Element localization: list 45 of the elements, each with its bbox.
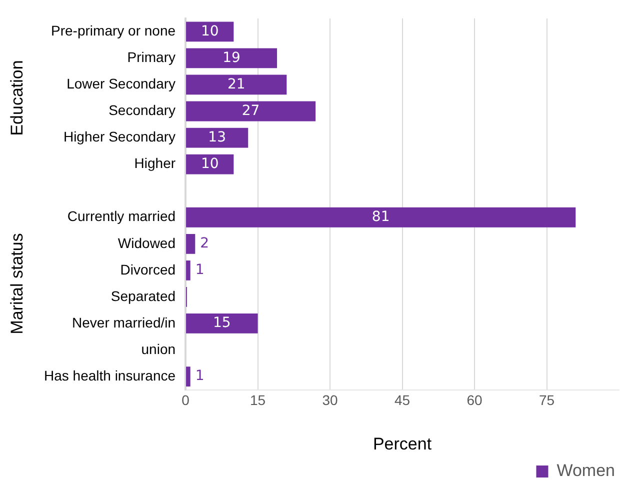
y-tick-label: Currently married	[67, 208, 176, 224]
text: Education	[8, 60, 27, 136]
data-label: 27	[242, 102, 260, 119]
data-label: 19	[222, 50, 240, 66]
bar	[186, 260, 190, 280]
x-tick-label: 45	[394, 392, 410, 408]
y-tick-label: Secondary	[108, 102, 176, 118]
data-label: 1	[195, 368, 204, 384]
y-tick-label: Higher	[134, 155, 176, 172]
text: Marital status	[8, 233, 27, 334]
x-axis-title: Percent	[372, 434, 432, 454]
legend-label: Women	[556, 461, 615, 480]
y-tick-label: Lower Secondary	[66, 76, 176, 92]
x-tick-label: 75	[538, 392, 555, 408]
bar	[186, 101, 316, 122]
data-label: 2	[200, 236, 210, 252]
bar	[186, 48, 278, 68]
bar	[186, 366, 190, 386]
bar	[186, 128, 248, 148]
data-label: 15	[212, 315, 231, 332]
y-tick-label: Pre-primary or none	[51, 22, 176, 39]
y-tick-label: union	[141, 340, 176, 357]
x-tick-label: 0	[182, 392, 190, 408]
bar	[186, 22, 234, 42]
data-label: 10	[200, 156, 219, 172]
bar	[186, 234, 196, 254]
x-tick-label: 60	[466, 392, 483, 408]
data-label: 21	[227, 76, 246, 92]
data-label: 10	[200, 23, 219, 40]
bar	[186, 314, 258, 334]
y-tick-label: Higher Secondary	[63, 128, 176, 145]
bar	[186, 207, 576, 228]
bar	[186, 154, 234, 174]
y-tick-label: Primary	[127, 49, 176, 66]
x-tick-label: 15	[250, 392, 266, 408]
y-tick-label: Divorced	[120, 261, 176, 278]
y-tick-label: Separated	[110, 288, 176, 304]
data-label: 1	[195, 262, 204, 278]
y-tick-label: Has health insurance	[44, 367, 176, 384]
x-tick-label: 30	[322, 392, 338, 408]
y-tick-label: Widowed	[118, 234, 176, 251]
data-label: 81	[372, 209, 390, 226]
data-label: 13	[208, 129, 226, 146]
bar	[186, 74, 287, 95]
y-tick-label: Never married/in	[72, 314, 176, 330]
